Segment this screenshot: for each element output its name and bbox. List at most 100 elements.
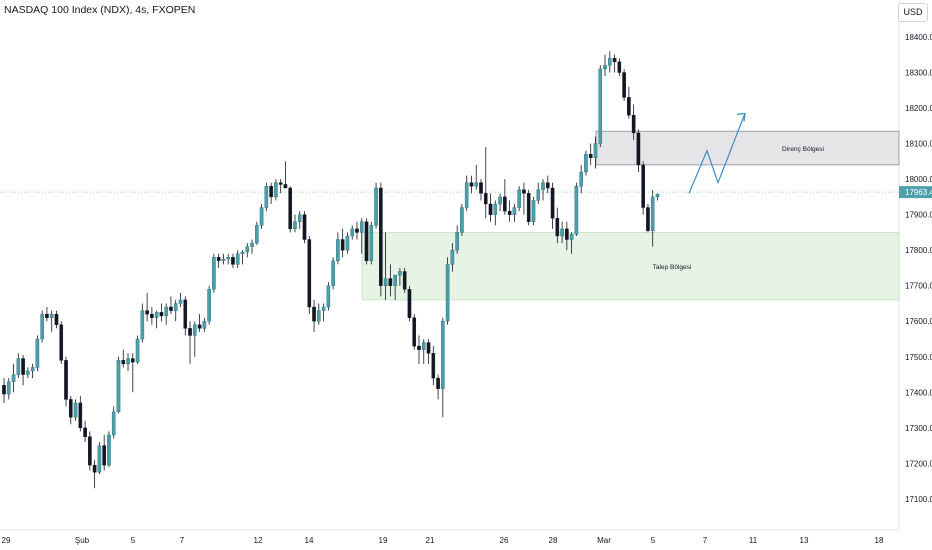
candle-body xyxy=(398,271,402,276)
candle-body xyxy=(374,187,378,226)
candle-body xyxy=(107,434,111,466)
candle-body xyxy=(293,221,297,230)
candle-body xyxy=(412,317,417,347)
candle xyxy=(483,147,488,219)
candle xyxy=(531,196,536,226)
candle-body xyxy=(565,228,569,240)
price-tick-label: 17600.0 xyxy=(905,317,932,326)
time-tick-label: 19 xyxy=(379,536,388,545)
candle-body xyxy=(92,464,97,473)
candle-body xyxy=(498,196,502,205)
candle xyxy=(402,267,407,293)
candle xyxy=(226,253,230,265)
candle-body xyxy=(593,143,598,159)
candle xyxy=(598,65,603,148)
candle-body xyxy=(517,189,521,208)
candle xyxy=(655,193,660,201)
candle xyxy=(488,193,493,222)
currency-button[interactable]: USD xyxy=(898,3,928,22)
candle-body xyxy=(307,239,312,308)
candle xyxy=(379,182,383,297)
candle-body xyxy=(255,225,259,244)
time-tick-label: 18 xyxy=(875,536,884,545)
candle-body xyxy=(321,306,326,311)
candle xyxy=(536,182,541,204)
candle xyxy=(321,303,326,322)
candle xyxy=(646,203,650,233)
price-tick-label: 17200.0 xyxy=(905,459,932,468)
candle xyxy=(641,161,645,215)
candle xyxy=(312,299,316,332)
time-tick-label: 7 xyxy=(180,536,185,545)
candle xyxy=(197,314,202,332)
candle-body xyxy=(407,289,412,318)
candle-body xyxy=(436,377,440,389)
candle xyxy=(278,179,283,194)
candle-body xyxy=(235,253,240,265)
price-tick-label: 18100.0 xyxy=(905,140,932,149)
candle xyxy=(102,434,106,471)
candle-body xyxy=(183,299,188,329)
candle-body xyxy=(102,445,106,466)
candle-body xyxy=(331,260,335,286)
candle-body xyxy=(73,402,78,418)
price-tick-label: 18200.0 xyxy=(905,104,932,113)
candle xyxy=(121,349,126,368)
candle xyxy=(584,150,588,176)
candle xyxy=(221,253,226,265)
time-tick-label: 26 xyxy=(500,536,509,545)
candle-body xyxy=(479,182,483,194)
candle-body xyxy=(431,353,436,379)
candle xyxy=(259,203,264,229)
candle-body xyxy=(6,381,11,395)
price-tick-label: 18400.0 xyxy=(905,33,932,42)
candle-body xyxy=(545,182,550,189)
candle xyxy=(274,179,278,201)
candle-body xyxy=(116,360,121,413)
candle-body xyxy=(154,312,159,318)
candle-body xyxy=(598,68,603,144)
candle xyxy=(2,378,6,403)
candle xyxy=(88,431,92,471)
candle-body xyxy=(274,182,278,198)
price-tick-label: 18000.0 xyxy=(905,175,932,184)
candle-body xyxy=(503,196,507,212)
price-tick-label: 17400.0 xyxy=(905,388,932,397)
candle xyxy=(450,243,455,272)
candle xyxy=(250,239,254,254)
candle-body xyxy=(627,97,631,116)
candle xyxy=(235,250,240,268)
candle xyxy=(636,129,641,173)
candle-body xyxy=(417,345,421,350)
candle xyxy=(455,225,459,254)
candle-body xyxy=(264,186,269,208)
candle xyxy=(78,395,83,432)
candle xyxy=(507,200,512,222)
candle xyxy=(550,182,555,229)
candle-body xyxy=(379,187,383,286)
time-tick-label: 5 xyxy=(131,536,136,545)
time-tick-label: 29 xyxy=(2,536,11,545)
candle xyxy=(307,235,312,315)
candle xyxy=(169,296,173,315)
candle-body xyxy=(483,193,488,205)
candle-body xyxy=(326,285,331,308)
time-tick-label: 11 xyxy=(749,536,758,545)
last-price-label: 17963.4 xyxy=(905,188,932,197)
candle xyxy=(607,51,612,73)
candle xyxy=(474,164,479,190)
candle-body xyxy=(283,184,288,189)
candle-body xyxy=(288,187,293,230)
candle-body xyxy=(388,278,393,286)
time-tick-label: 5 xyxy=(651,536,656,545)
candle-body xyxy=(569,233,574,240)
candle-body xyxy=(355,228,359,233)
candle xyxy=(202,317,207,332)
candle-body xyxy=(121,360,126,365)
candle-body xyxy=(40,313,44,340)
candle xyxy=(245,243,250,258)
candle xyxy=(436,374,440,400)
candle xyxy=(73,399,78,421)
candle-body xyxy=(441,321,445,389)
